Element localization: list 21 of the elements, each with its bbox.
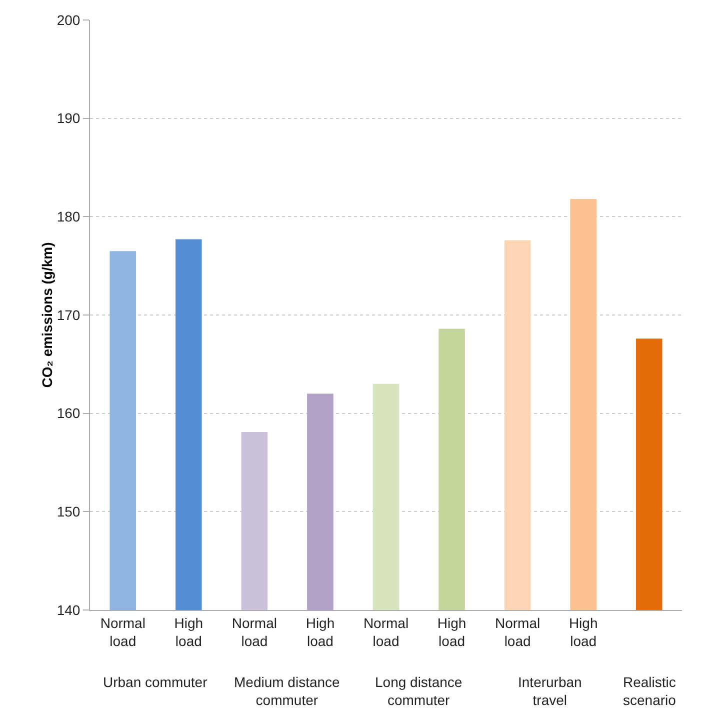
y-tick-label: 200	[56, 12, 80, 28]
x-tick-label: High load	[568, 614, 598, 649]
text: Medium distance commuter	[234, 674, 340, 708]
text: Long distance commuter	[375, 674, 462, 708]
text: Interurban travel	[518, 674, 582, 708]
y-tick-label: 140	[56, 602, 80, 618]
x-tick-label: High load	[437, 614, 466, 649]
y-tick-label: 180	[56, 208, 80, 225]
y-tick-label: 150	[56, 504, 80, 520]
y-tick-label: 170	[56, 306, 80, 323]
y-tick-label: 190	[56, 110, 80, 126]
text: Urban commuter	[103, 674, 208, 690]
x-tick-label: Normal load	[363, 614, 409, 649]
x-tick-label: High load	[306, 614, 335, 649]
y-tick-label: 160	[56, 405, 80, 422]
x-tick-label: Normal load	[232, 614, 278, 649]
text: Realistic scenario	[623, 674, 676, 708]
x-tick-label: Normal load	[494, 614, 540, 649]
x-tick-label: Normal load	[100, 614, 146, 649]
y-axis-title: CO₂ emissions (g/km)	[38, 242, 55, 388]
x-tick-label: High load	[174, 614, 204, 649]
